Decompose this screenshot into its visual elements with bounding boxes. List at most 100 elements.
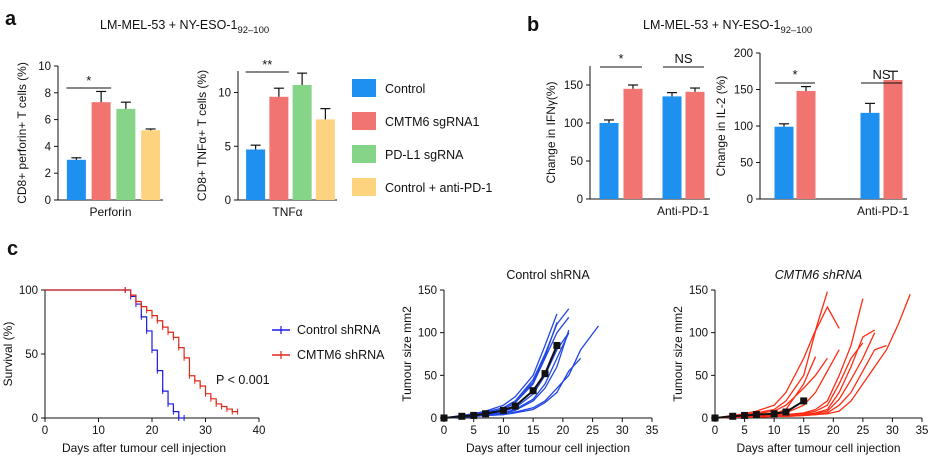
x-tick-label: 20 [827, 425, 840, 437]
y-axis-label: Tumour size mm2 [400, 306, 414, 402]
y-axis-label-b-ifng: Change in IFNγ(%) [544, 81, 558, 183]
legend-swatch-2 [352, 145, 376, 163]
y-axis-label: Survival (%) [1, 322, 15, 387]
x-tick-label: 25 [856, 425, 869, 437]
significance-label: NS [674, 51, 692, 66]
x-tick-label: 35 [916, 425, 929, 437]
mean-point [458, 412, 466, 420]
x-tick-label: 0 [712, 425, 718, 437]
panel-b-title-sub: 92–100 [780, 25, 812, 36]
a|0-y-tick-label: 2 [45, 168, 51, 180]
y-axis-label-a-perforin: CD8+ perforin+ T cells (%) [15, 62, 29, 204]
y-tick-label: 100 [418, 328, 437, 340]
y-tick-label: 150 [418, 285, 437, 297]
tumour-line-6 [714, 342, 864, 419]
x-tick-label: 25 [586, 425, 599, 437]
il2-bar-chart: 0 50 100 150 200 * NS Anti-PD-1 Change in IL-2 (… [714, 48, 909, 218]
x-tick-label: 10 [768, 425, 781, 437]
legend-swatch-1 [352, 112, 376, 130]
mean-point [553, 341, 561, 349]
significance-label: * [618, 51, 623, 66]
mean-point [800, 397, 808, 405]
bar-b-il2-g1-0 [860, 112, 880, 199]
survival-chart: 0 50 100 0 10 20 30 40 Days after tumour cell in… [1, 285, 385, 455]
x-axis-label-a-tnfa: TNFα [272, 205, 302, 219]
legend-label-1: CMTM6 sgRNA1 [385, 115, 480, 129]
x-tick-label: 15 [797, 425, 810, 437]
mean-point [440, 414, 448, 422]
x-axis-label-a-perforin: Perforin [89, 205, 131, 219]
mean-point [770, 410, 778, 418]
x-tick-label: 20 [146, 425, 159, 437]
x-tick-label: 5 [471, 425, 477, 437]
y-axis-label-a-tnfa: CD8+ TNFα+ T cells (%) [195, 70, 209, 201]
x-axis-label: Days after tumour cell injection [466, 441, 630, 455]
legend-label-1: CMTM6 shRNA [297, 348, 385, 362]
significance-label: ** [262, 57, 272, 72]
y-tick-label: 0 [702, 413, 708, 425]
panel-a-title: LM-MEL-53 + NY-ESO-192–100 [100, 18, 269, 36]
legend-swatch-3 [352, 178, 376, 196]
bar-b-ifng-g1-0 [662, 96, 682, 199]
y-tick-label: 50 [695, 370, 708, 382]
mean-point [752, 411, 760, 419]
mean-point [541, 370, 549, 378]
perforin-bar-chart: 0 2 4 6 8 10 * Perforin CD8+ perforin+ T cells (… [15, 61, 163, 219]
mean-point [741, 411, 749, 419]
b|2-y-tick-label: 0 [577, 194, 583, 206]
y-axis-label: Tumour size mm2 [671, 306, 685, 402]
bar-a-perforin-2 [116, 108, 136, 200]
panel-b-title-main: LM-MEL-53 + NY-ESO-1 [643, 18, 780, 32]
panel-a-legend: Control CMTM6 sgRNA1 PD-L1 sgRNA Control + … [352, 79, 492, 196]
significance-label: * [86, 73, 91, 88]
chart-title: CMTM6 shRNA [775, 268, 863, 282]
x-tick-label: 10 [92, 425, 105, 437]
x-tick-label: 10 [497, 425, 510, 437]
b|3-y-tick-label: 200 [734, 48, 753, 60]
bar-a-perforin-1 [91, 102, 111, 200]
a|1-y-tick-label: 5 [225, 141, 231, 153]
tumour-line-5 [714, 298, 864, 419]
y-tick-label: 0 [32, 413, 38, 425]
mean-point [470, 411, 478, 419]
bar-b-ifng-g1-1 [685, 91, 705, 199]
bar-b-ifng-g0-0 [599, 123, 619, 199]
mean-point [529, 387, 537, 395]
tumour-line-4 [443, 332, 570, 419]
a|0-y-tick-label: 6 [45, 115, 51, 127]
legend-label-0: Control shRNA [297, 323, 381, 337]
bar-a-tnfa-0 [246, 149, 266, 200]
cmtm6-shrna-tumour-chart: 0 50 100 150 0 5 10 15 20 25 30 35 Days after tumour… [671, 268, 928, 455]
chart-title: Control shRNA [506, 268, 590, 282]
mean-point [511, 402, 519, 410]
bar-b-il2-g0-0 [774, 126, 794, 199]
x-axis-label-b-il2: Anti-PD-1 [857, 204, 909, 218]
b|3-y-tick-label: 150 [734, 85, 753, 97]
significance-label: * [792, 67, 797, 82]
legend-label-2: PD-L1 sgRNA [385, 148, 464, 162]
tumour-line-10 [714, 294, 911, 419]
b|2-y-tick-label: 50 [570, 156, 583, 168]
tumour-line-1 [714, 291, 828, 419]
panel-a-title-sub: 92–100 [237, 25, 269, 36]
x-tick-label: 20 [556, 425, 569, 437]
panel-label-a: a [5, 8, 17, 30]
b|3-y-tick-label: 0 [747, 194, 753, 206]
a|0-y-tick-label: 0 [45, 195, 51, 207]
mean-point [782, 408, 790, 416]
panel-label-b: b [527, 14, 539, 36]
b|3-y-tick-label: 50 [740, 158, 753, 170]
ifng-bar-chart: 0 50 100 150 * NS Anti-PD-1 Change in IFNγ(%) [544, 51, 710, 218]
y-tick-label: 0 [431, 413, 437, 425]
bar-a-perforin-3 [141, 130, 161, 200]
bar-a-tnfa-3 [315, 119, 335, 200]
x-axis-label-b-ifng: Anti-PD-1 [657, 204, 709, 218]
a|0-y-tick-label: 10 [38, 61, 51, 73]
tumour-line-5 [443, 332, 570, 419]
x-tick-label: 30 [886, 425, 899, 437]
legend-label-0: Control [385, 82, 425, 96]
bar-a-tnfa-2 [292, 84, 312, 200]
bar-b-il2-g1-1 [883, 80, 903, 199]
x-tick-label: 0 [42, 425, 48, 437]
y-axis-label-b-il2: Change in IL-2 (%) [714, 76, 728, 177]
